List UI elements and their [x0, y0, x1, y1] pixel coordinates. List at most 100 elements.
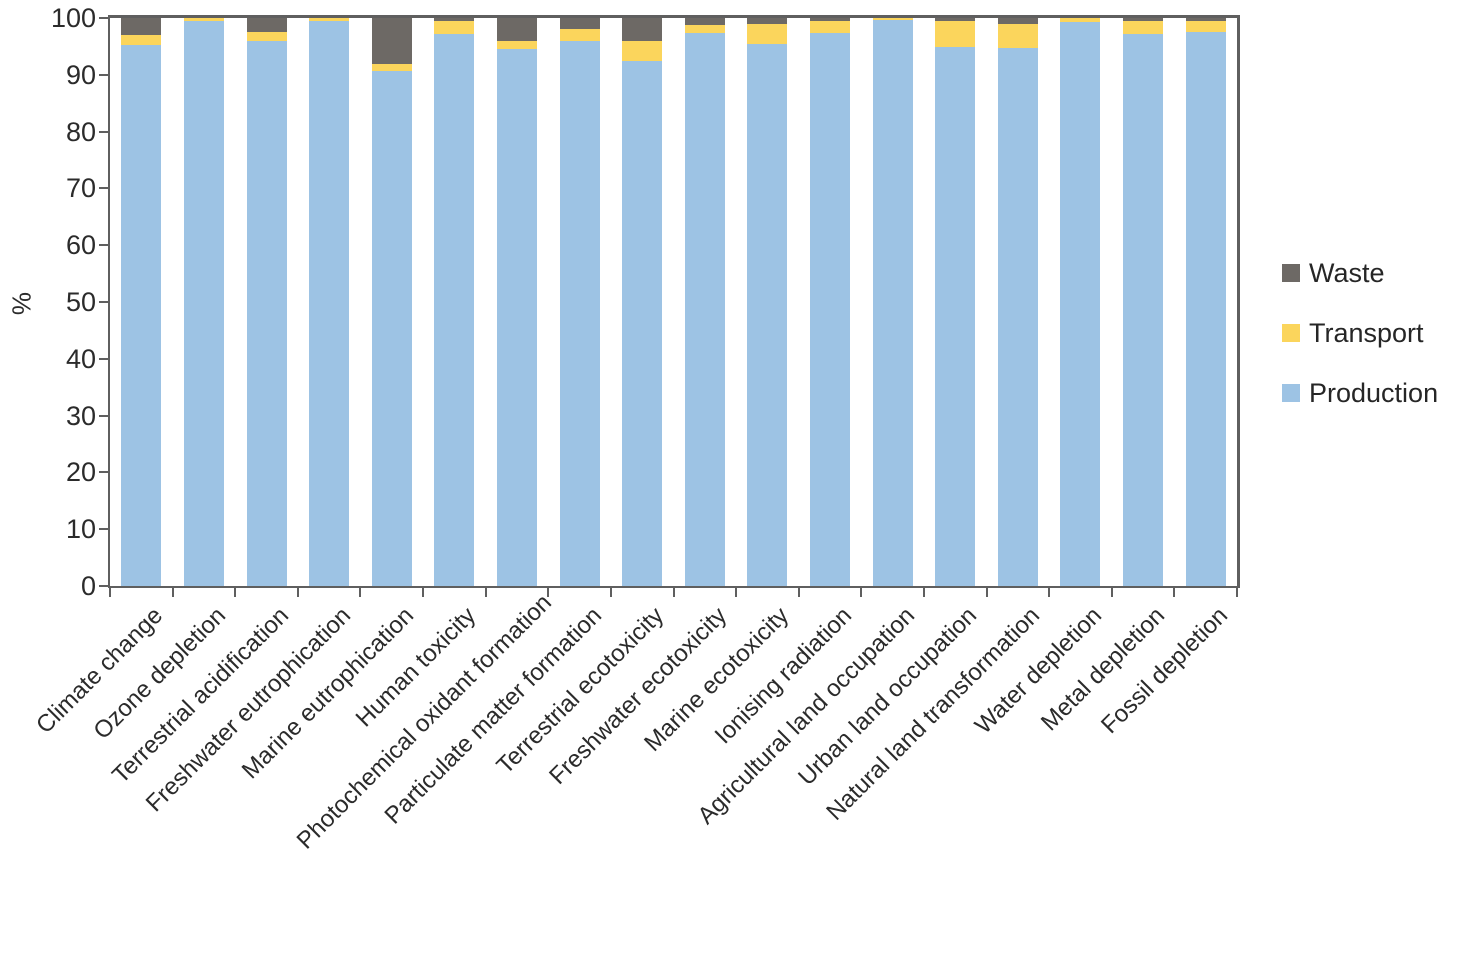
bar-segment-waste [559, 18, 600, 30]
bar-segment-transport [559, 29, 600, 41]
legend-swatch-production [1282, 384, 1300, 402]
bar-segment-waste [1123, 18, 1164, 21]
legend-swatch-transport [1282, 324, 1300, 342]
x-tick-mark [735, 588, 738, 597]
bar-segment-waste [935, 18, 976, 22]
bar-segment-transport [935, 21, 976, 47]
y-tick-label: 40 [65, 343, 96, 374]
y-tick-label: 70 [65, 173, 96, 204]
bar-segment-transport [496, 40, 537, 50]
y-tick-label: 90 [65, 59, 96, 90]
legend-item-production: Production [1282, 378, 1438, 408]
legend-label: Production [1309, 378, 1439, 408]
x-tick-mark [797, 588, 800, 597]
y-tick-mark [99, 130, 108, 133]
bar-segment-transport [246, 32, 287, 41]
bar-segment-production [684, 33, 725, 586]
y-tick-mark [99, 17, 108, 19]
bar-segment-production [309, 21, 350, 586]
bar-segment-production [1060, 21, 1101, 586]
y-tick-mark [99, 187, 108, 190]
x-tick-mark [422, 588, 425, 597]
x-tick-mark [1110, 588, 1113, 597]
y-tick-label: 20 [65, 457, 96, 488]
bar-segment-production [121, 45, 162, 586]
y-tick-label: 0 [80, 571, 96, 601]
bar-segment-production [246, 40, 287, 586]
x-tick-mark [359, 588, 362, 597]
x-tick-mark [672, 588, 675, 597]
bar-segment-transport [1060, 18, 1101, 22]
bar-segment-production [1123, 33, 1164, 586]
bar-segment-waste [747, 18, 788, 24]
bar-segment-waste [1185, 18, 1226, 21]
y-tick-label: 80 [65, 116, 96, 147]
bar-segment-waste [246, 18, 287, 33]
bar-segment-transport [371, 64, 412, 71]
bar [622, 18, 663, 586]
bar-segment-waste [496, 18, 537, 41]
bar-segment-production [496, 49, 537, 586]
bar-segment-waste [121, 18, 162, 36]
y-tick-mark [99, 244, 108, 247]
x-tick-mark [1048, 588, 1051, 597]
legend-label: Waste [1309, 258, 1385, 288]
bar-segment-waste [997, 18, 1038, 24]
bar-segment-transport [622, 40, 663, 61]
x-tick-mark [296, 588, 299, 597]
bar-segment-production [810, 32, 851, 586]
bar [434, 18, 475, 586]
x-tick-mark [1236, 588, 1238, 597]
bar-segment-production [434, 34, 475, 586]
x-tick-mark [171, 588, 174, 597]
bar [747, 18, 788, 586]
y-tick-label: 60 [65, 230, 96, 261]
legend-item-transport: Transport [1282, 318, 1438, 348]
y-tick-mark [99, 414, 108, 417]
bar-segment-production [935, 46, 976, 586]
bar-segment-transport [434, 21, 475, 35]
bar [559, 18, 600, 586]
legend-swatch-waste [1282, 264, 1300, 282]
legend-label: Transport [1309, 318, 1424, 348]
bar-segment-production [559, 40, 600, 586]
bar-segment-transport [1185, 20, 1226, 33]
x-tick-mark [484, 588, 487, 597]
x-tick-mark [860, 588, 863, 597]
x-tick-mark [1173, 588, 1176, 597]
bar-segment-production [371, 70, 412, 586]
bar [371, 18, 412, 586]
y-tick-mark [99, 585, 108, 587]
bar-segment-transport [747, 23, 788, 44]
bar-segment-waste [684, 18, 725, 26]
legend-item-waste: Waste [1282, 258, 1438, 288]
bar-segment-transport [183, 18, 224, 21]
bar-segment-transport [872, 18, 913, 20]
bar [997, 18, 1038, 586]
y-tick-mark [99, 357, 108, 360]
bar-segment-production [997, 47, 1038, 586]
bar-segment-production [747, 43, 788, 586]
bar [246, 18, 287, 586]
x-tick-mark [109, 588, 111, 597]
plot-area [108, 15, 1240, 588]
bar-segment-transport [684, 25, 725, 34]
bar-segment-production [183, 20, 224, 586]
y-tick-mark [99, 301, 108, 303]
bar-segment-transport [309, 18, 350, 22]
bar [309, 18, 350, 586]
bar [1123, 18, 1164, 586]
bar [935, 18, 976, 586]
x-tick-mark [609, 588, 612, 597]
bar [183, 18, 224, 586]
y-tick-mark [99, 528, 108, 531]
legend: Waste Transport Production [1282, 258, 1438, 438]
bar [1185, 18, 1226, 586]
bar [872, 18, 913, 586]
bar-segment-waste [434, 18, 475, 22]
x-tick-mark [922, 588, 925, 597]
bar-segment-waste [371, 18, 412, 65]
y-tick-mark [99, 471, 108, 474]
x-tick-mark [547, 588, 550, 597]
